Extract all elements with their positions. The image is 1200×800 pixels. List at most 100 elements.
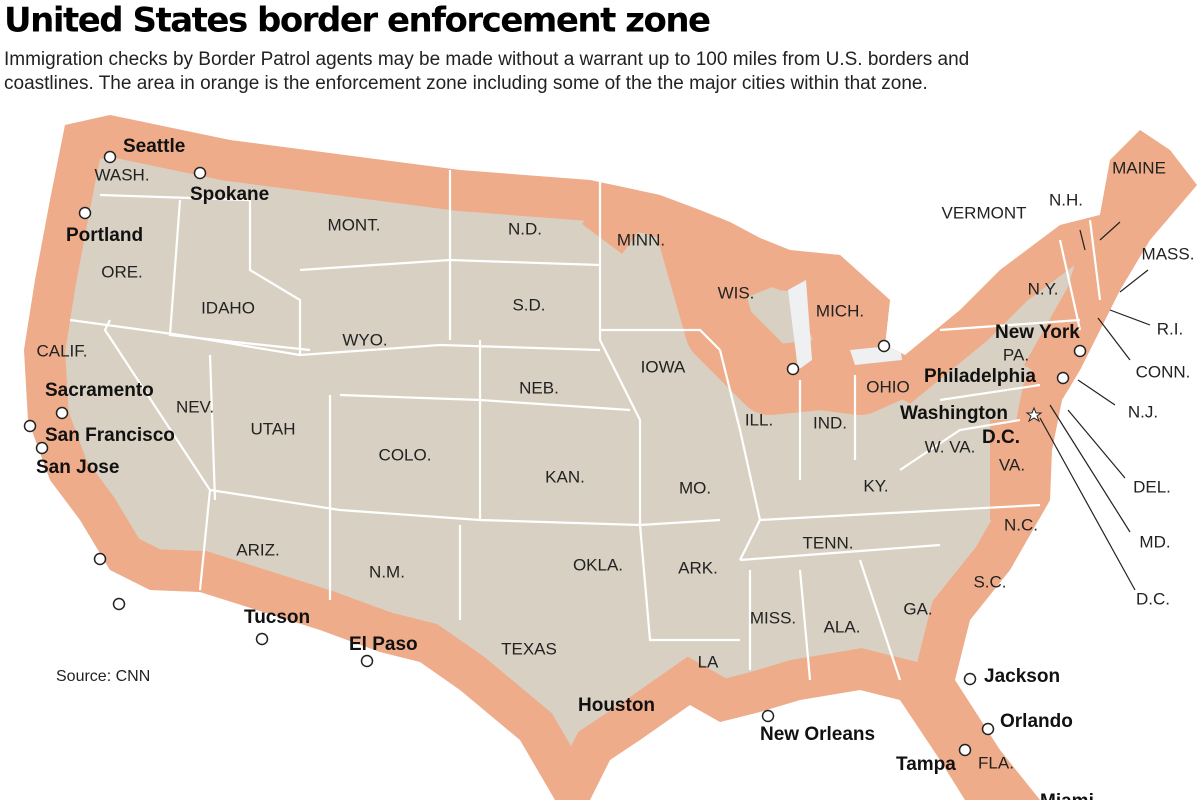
state-label: LA bbox=[698, 652, 719, 671]
state-label: MD. bbox=[1139, 532, 1170, 551]
state-label: NEV. bbox=[176, 397, 214, 416]
city-dot bbox=[981, 722, 995, 736]
city-dot bbox=[193, 166, 207, 180]
state-label: TEXAS bbox=[501, 639, 557, 658]
state-label: S.D. bbox=[512, 295, 545, 314]
state-label: MO. bbox=[679, 478, 711, 497]
city-dot bbox=[958, 743, 972, 757]
state-label: MINN. bbox=[617, 230, 665, 249]
city-dot bbox=[786, 362, 800, 376]
lake bbox=[788, 280, 902, 370]
city-dot bbox=[23, 419, 37, 433]
city-label: New York bbox=[995, 322, 1080, 343]
source-note: Source: CNN bbox=[56, 668, 150, 685]
leader-line bbox=[1097, 317, 1131, 361]
city-label: El Paso bbox=[349, 634, 418, 655]
leader-line bbox=[1079, 229, 1086, 251]
state-label: ARIZ. bbox=[236, 540, 279, 559]
state-label: IDAHO bbox=[201, 298, 255, 317]
state-label: ILL. bbox=[745, 410, 773, 429]
subtitle: coastlines. The area in orange is the en… bbox=[4, 73, 928, 94]
city-label: Portland bbox=[66, 225, 143, 246]
state-label: MICH. bbox=[816, 301, 864, 320]
state-label: MISS. bbox=[750, 608, 796, 627]
city-label: New Orleans bbox=[760, 724, 875, 745]
state-label: N.J. bbox=[1128, 402, 1158, 421]
state-label: N.D. bbox=[508, 219, 542, 238]
state-label: S.C. bbox=[973, 572, 1006, 591]
city-dot bbox=[55, 406, 69, 420]
east-zone bbox=[582, 176, 1159, 520]
state-label: MAINE bbox=[1112, 158, 1166, 177]
city-dot bbox=[360, 654, 374, 668]
state-label: COLO. bbox=[379, 445, 432, 464]
subtitle: Immigration checks by Border Patrol agen… bbox=[4, 49, 969, 70]
state-label: DEL. bbox=[1133, 477, 1171, 496]
state-label: VERMONT bbox=[942, 203, 1027, 222]
state-label: N.C. bbox=[1004, 515, 1038, 534]
state-label: KAN. bbox=[545, 467, 585, 486]
city-dot bbox=[877, 339, 891, 353]
state-labels: WASH. ORE. CALIF. NEV. IDAHO MONT. WYO. … bbox=[36, 158, 1194, 772]
state-label: ARK. bbox=[678, 558, 718, 577]
city-label: Tucson bbox=[244, 607, 310, 628]
capital-star bbox=[1025, 406, 1043, 423]
state-label: D.C. bbox=[1136, 589, 1170, 608]
city-dot bbox=[35, 441, 49, 455]
city-dot bbox=[103, 150, 117, 164]
city-dot bbox=[1056, 371, 1070, 385]
city-dot bbox=[112, 597, 126, 611]
state-label: N.H. bbox=[1049, 190, 1083, 209]
city-label: Washington bbox=[900, 403, 1008, 424]
city-label: San Jose bbox=[36, 457, 119, 478]
city-dot bbox=[93, 552, 107, 566]
city-label: Spokane bbox=[190, 184, 269, 205]
city-label: Jackson bbox=[984, 666, 1060, 687]
city-label: Orlando bbox=[1000, 711, 1073, 732]
leader-line bbox=[1077, 379, 1116, 406]
city-dot bbox=[761, 709, 775, 723]
great-lakes-zone bbox=[656, 215, 920, 415]
state-label: CONN. bbox=[1136, 362, 1191, 381]
state-label: CALIF. bbox=[36, 341, 87, 360]
leader-line bbox=[1049, 404, 1131, 533]
state-label: TENN. bbox=[803, 533, 854, 552]
state-label: R.I. bbox=[1157, 319, 1183, 338]
state-label: IND. bbox=[813, 413, 847, 432]
state-label: UTAH bbox=[250, 419, 295, 438]
title: United States border enforcement zone bbox=[4, 1, 710, 41]
state-label: FLA. bbox=[978, 753, 1014, 772]
state-label: WYO. bbox=[342, 330, 387, 349]
city-label: Houston bbox=[578, 695, 655, 716]
state-label: NEB. bbox=[519, 378, 559, 397]
city-label: Philadelphia bbox=[924, 366, 1036, 387]
state-label: GA. bbox=[903, 599, 932, 618]
city-dot bbox=[1073, 344, 1087, 358]
city-label: Miami bbox=[1040, 791, 1094, 800]
state-label: MASS. bbox=[1142, 244, 1195, 263]
city-label: D.C. bbox=[982, 427, 1020, 448]
state-label: WASH. bbox=[94, 165, 149, 184]
state-label: IOWA bbox=[641, 357, 686, 376]
state-label: ORE. bbox=[101, 262, 143, 281]
state-label: N.M. bbox=[369, 562, 405, 581]
state-label: WIS. bbox=[718, 283, 755, 302]
state-label: MONT. bbox=[328, 215, 381, 234]
leader-line bbox=[1067, 409, 1126, 479]
leader-line bbox=[1109, 309, 1151, 326]
city-labels: Seattle Spokane Portland Sacramento San … bbox=[36, 136, 1094, 800]
state-label: KY. bbox=[863, 476, 888, 495]
city-label: San Francisco bbox=[45, 425, 175, 446]
city-dots bbox=[23, 150, 1087, 757]
state-label: OHIO bbox=[866, 377, 909, 396]
state-label: VA. bbox=[999, 455, 1025, 474]
state-label: OKLA. bbox=[573, 555, 623, 574]
city-label: Sacramento bbox=[45, 380, 154, 401]
state-label: W. VA. bbox=[925, 437, 976, 456]
city-dot bbox=[963, 672, 977, 686]
leader-line bbox=[1039, 417, 1136, 591]
leader-lines bbox=[1039, 221, 1151, 591]
city-label: Seattle bbox=[123, 136, 185, 157]
state-label: N.Y. bbox=[1028, 279, 1059, 298]
